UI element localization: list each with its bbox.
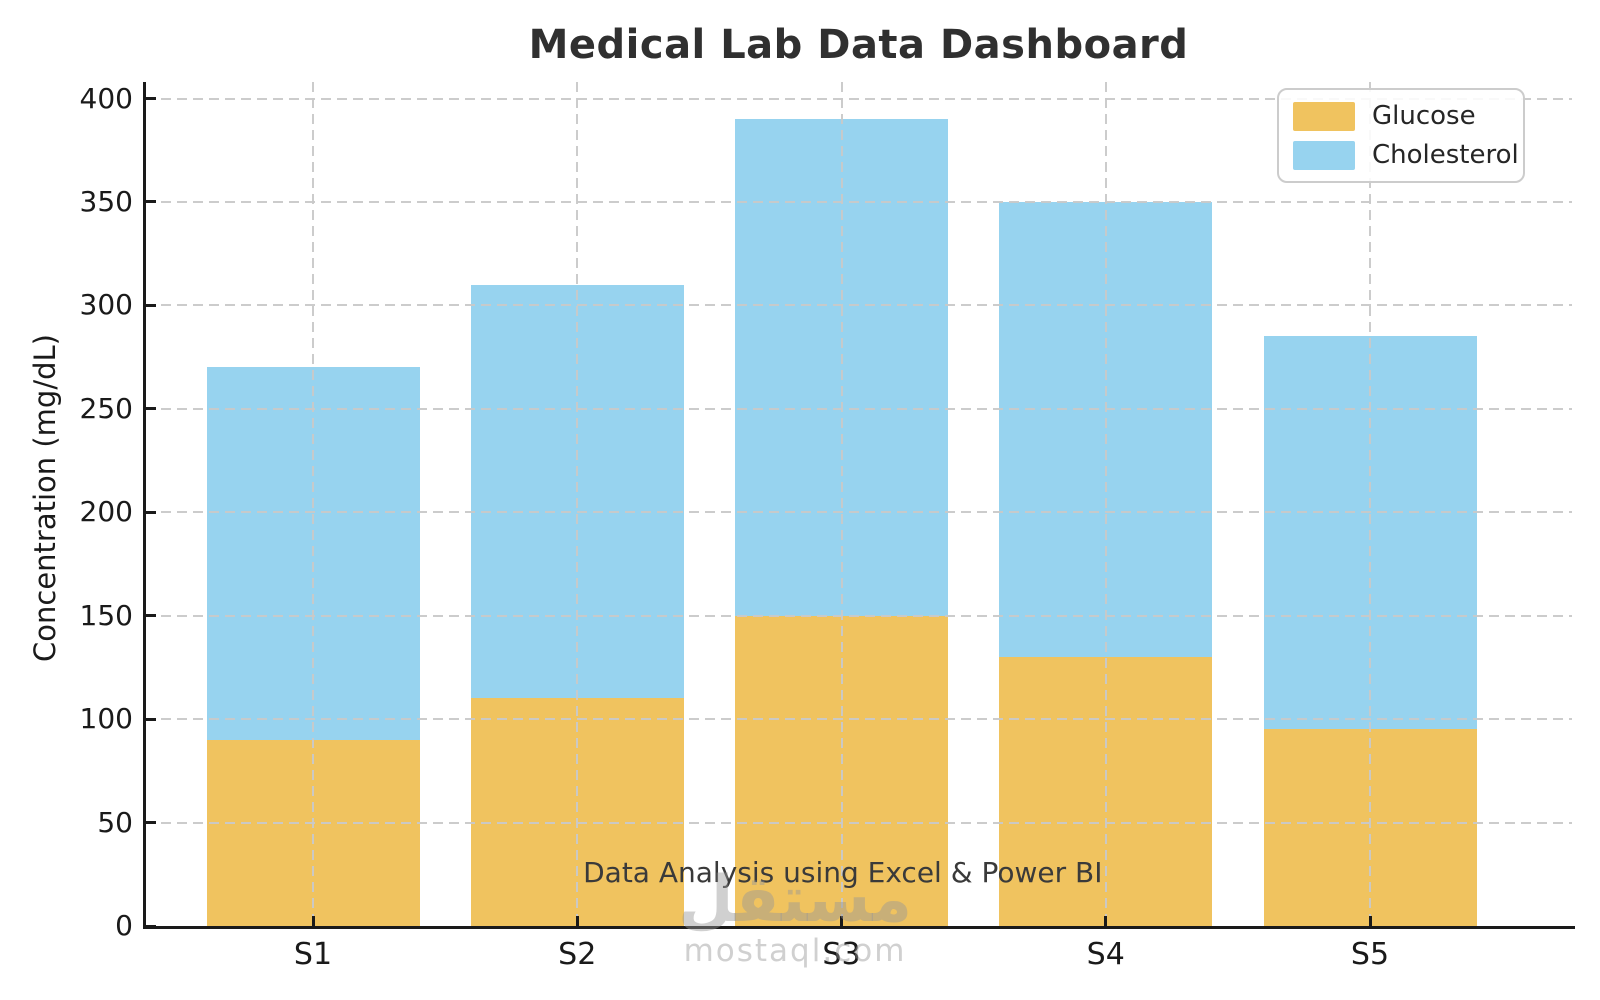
gridline-v-S5 [1369, 82, 1371, 926]
legend-label-cholesterol: Cholesterol [1372, 140, 1519, 170]
gridline-h-100 [145, 718, 1572, 721]
x-tick-S1 [311, 916, 315, 926]
y-tick-0 [145, 924, 156, 928]
gridline-v-S2 [576, 82, 579, 926]
annotation-text: Data Analysis using Excel & Power BI [583, 856, 1103, 889]
y-tick-label-50: 50 [97, 805, 133, 839]
y-tick-label-300: 300 [79, 288, 133, 322]
watermark-site-url: mostaql.com [683, 933, 907, 969]
legend-item-glucose: Glucose [1293, 101, 1509, 131]
y-tick-200 [145, 510, 156, 514]
x-axis-spine [143, 926, 1575, 929]
y-tick-label-150: 150 [79, 598, 133, 632]
x-tick-S5 [1368, 916, 1372, 926]
x-tick-label-S1: S1 [293, 937, 333, 972]
gridline-h-50 [145, 821, 1572, 824]
y-tick-label-250: 250 [79, 391, 133, 425]
y-tick-label-200: 200 [79, 495, 133, 529]
plot-area: Data Analysis using Excel & Power BI Glu… [143, 82, 1575, 929]
y-tick-label-0: 0 [115, 909, 133, 942]
gridline-h-350 [145, 200, 1572, 203]
y-tick-100 [145, 717, 156, 721]
legend-swatch-glucose [1293, 101, 1355, 131]
gridline-h-250 [145, 407, 1572, 410]
x-tick-S4 [1104, 916, 1108, 926]
y-tick-label-350: 350 [79, 184, 133, 218]
x-tick-S2 [575, 916, 579, 926]
y-axis-spine [143, 82, 146, 929]
legend-swatch-cholesterol [1293, 140, 1355, 170]
x-tick-label-S3: S3 [822, 937, 861, 972]
gridline-v-S3 [840, 82, 843, 926]
y-tick-150 [145, 614, 156, 618]
x-tick-label-S5: S5 [1350, 937, 1390, 972]
y-tick-50 [145, 821, 156, 825]
y-tick-250 [145, 407, 156, 411]
y-tick-300 [145, 303, 156, 307]
legend-item-cholesterol: Cholesterol [1293, 140, 1519, 170]
legend-label-glucose: Glucose [1372, 101, 1476, 131]
gridline-h-200 [145, 511, 1572, 514]
y-tick-400 [145, 97, 156, 101]
gridline-h-300 [145, 304, 1572, 307]
y-tick-label-100: 100 [79, 702, 133, 736]
y-tick-label-400: 400 [79, 81, 133, 115]
gridline-h-400 [145, 97, 1572, 100]
x-tick-label-S4: S4 [1086, 937, 1125, 972]
legend: Glucose Cholesterol [1277, 88, 1525, 183]
gridline-h-150 [145, 614, 1572, 617]
x-tick-label-S2: S2 [558, 937, 597, 972]
chart-title: Medical Lab Data Dashboard [528, 22, 1189, 68]
gridline-v-S4 [1104, 82, 1107, 926]
gridline-v-S1 [312, 82, 314, 926]
y-tick-350 [145, 200, 156, 204]
x-tick-S3 [840, 916, 843, 926]
